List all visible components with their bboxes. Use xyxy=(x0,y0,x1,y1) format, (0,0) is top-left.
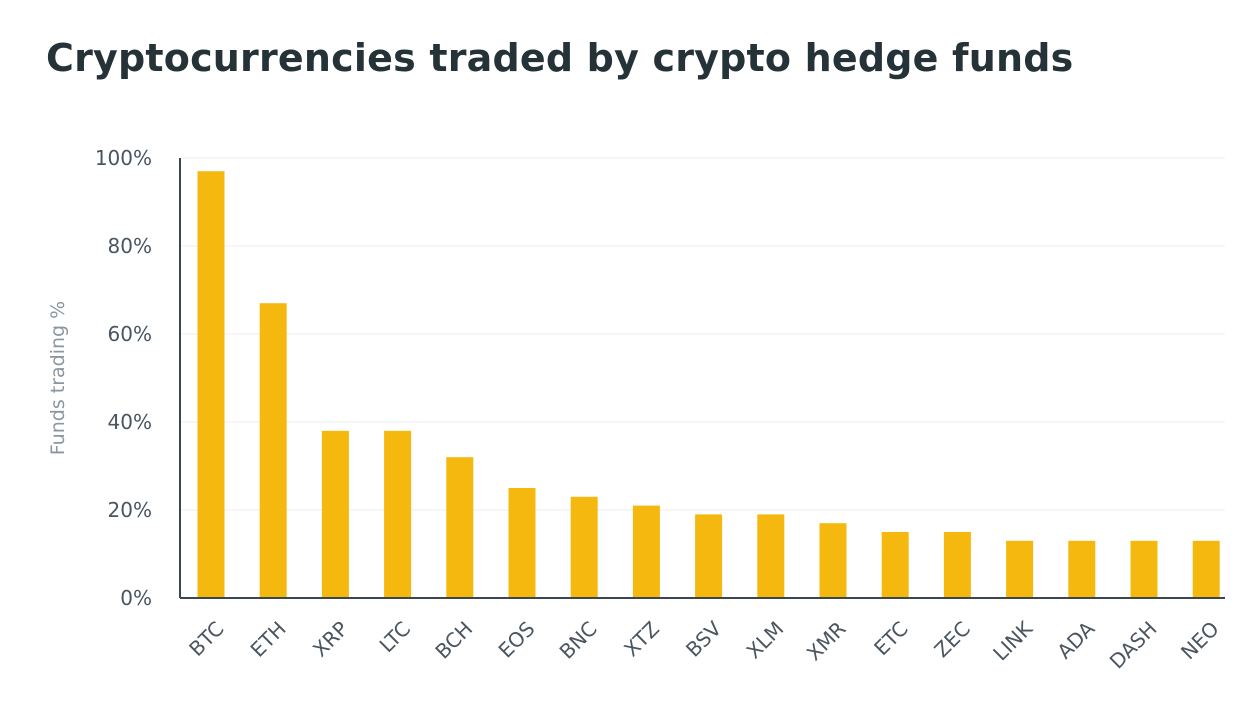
y-tick-label: 20% xyxy=(108,498,152,522)
x-tick-label: BTC xyxy=(184,617,228,661)
bar-xmr xyxy=(819,523,847,598)
y-tick-label: 80% xyxy=(108,234,152,258)
bar-bch xyxy=(446,457,474,598)
x-tick-label: ZEC xyxy=(929,617,974,662)
gridlines xyxy=(180,157,1225,511)
bar-eth xyxy=(259,303,287,598)
x-tick-labels: BTC ETH XRP LTC BCH EOS BNC XTZ BSV XLM XMR ETC ZEC L… xyxy=(184,616,1224,674)
y-tick-labels: 0% 20% 40% 60% 80% 100% xyxy=(95,146,152,610)
y-tick-label: 0% xyxy=(120,586,152,610)
x-tick-label: BNC xyxy=(555,617,602,664)
x-tick-label: BSV xyxy=(681,616,726,661)
bar-xrp xyxy=(321,430,349,598)
x-tick-label: XRP xyxy=(308,617,353,662)
x-tick-label: EOS xyxy=(494,617,540,663)
x-tick-label: XTZ xyxy=(619,617,664,662)
y-tick-label: 100% xyxy=(95,146,152,170)
bar-ltc xyxy=(384,430,412,598)
bar-dash xyxy=(1130,540,1158,598)
bar-zec xyxy=(943,532,971,598)
bar-ada xyxy=(1068,540,1096,598)
y-axis-title: Funds trading % xyxy=(47,301,69,455)
x-tick-label: ETC xyxy=(869,617,913,661)
x-tick-label: ETH xyxy=(246,617,291,662)
x-tick-label: LINK xyxy=(988,616,1037,665)
x-tick-label: ADA xyxy=(1052,616,1099,663)
bars xyxy=(197,171,1220,598)
x-tick-label: NEO xyxy=(1176,617,1224,665)
axes xyxy=(179,158,1225,599)
chart-title: Cryptocurrencies traded by crypto hedge … xyxy=(46,36,1074,80)
y-tick-label: 40% xyxy=(108,410,152,434)
bar-neo xyxy=(1192,540,1220,598)
bar-eos xyxy=(508,488,536,598)
x-tick-label: LTC xyxy=(375,617,416,658)
bar-etc xyxy=(881,532,909,598)
x-tick-label: DASH xyxy=(1105,617,1162,674)
bar-btc xyxy=(197,171,225,598)
bar-bsv xyxy=(695,514,723,598)
bar-xtz xyxy=(632,505,660,598)
bar-bnc xyxy=(570,496,598,598)
bar-xlm xyxy=(757,514,785,598)
bar-link xyxy=(1006,540,1034,598)
x-tick-label: XMR xyxy=(802,616,851,665)
y-tick-label: 60% xyxy=(108,322,152,346)
x-tick-label: XLM xyxy=(742,617,789,664)
x-tick-label: BCH xyxy=(430,617,477,664)
